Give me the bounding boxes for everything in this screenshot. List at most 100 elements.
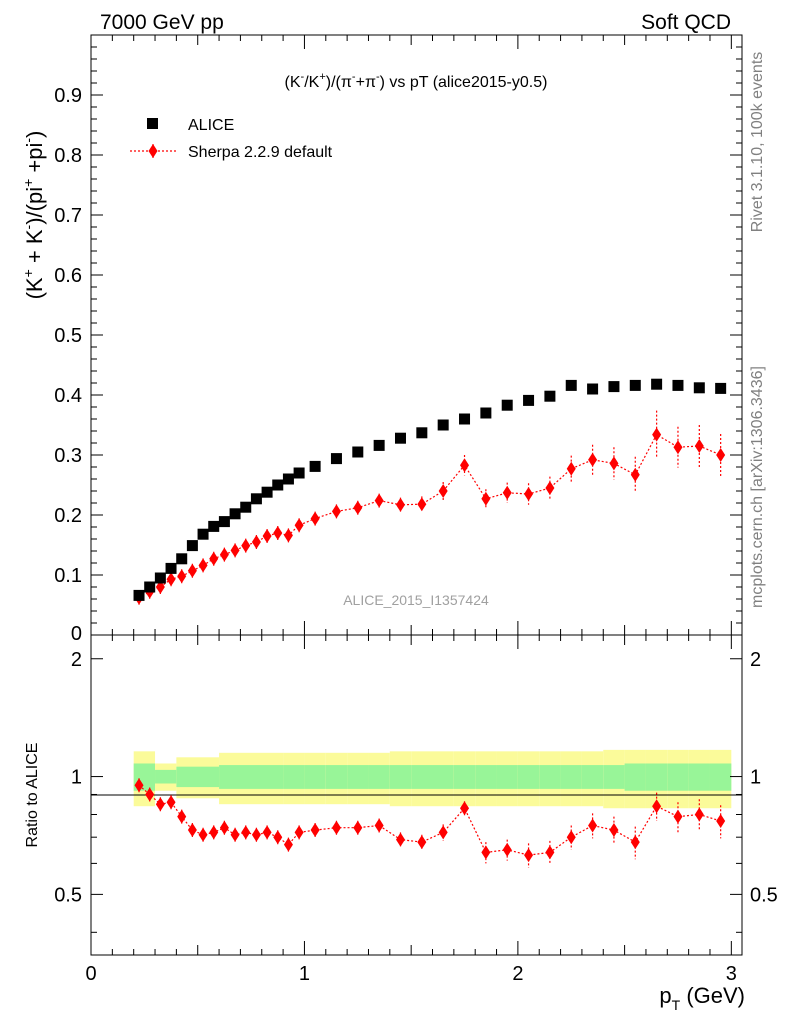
ratio-inner-band [155,769,177,784]
sherpa-point [209,551,219,566]
ratio-point [177,809,187,824]
ratio-inner-band [325,765,348,789]
alice-point [416,427,428,439]
ratio-point [166,795,176,810]
sherpa-point [262,529,272,543]
ratio-inner-band [475,765,497,789]
y-tick-label: 0.8 [54,145,82,167]
ratio-point [630,835,640,850]
sherpa-point [241,538,251,553]
sherpa-point [187,563,197,578]
ratio-point [524,848,534,863]
sherpa-point [460,458,470,473]
main-panel: 0.1 0.2 0.3 0.4 0.5 0.6 0.7 0.8 0.9 0 (K-/K+)/(π-… [20,34,743,645]
ratio-inner-band [496,765,518,789]
alice-point [229,508,241,520]
sherpa-point [177,569,187,584]
ratio-point [652,799,662,814]
sherpa-point [545,481,555,495]
alice-point [250,493,262,505]
ratio-y-ticks: 0.5 0.5 1 1 2 2 [54,649,778,933]
alice-point [523,394,535,406]
ratio-inner-band [709,763,732,791]
sherpa-point [502,485,512,500]
sherpa-point [524,487,534,501]
alice-point [373,439,385,451]
ratio-inner-band [645,763,668,791]
y-axis-label: (K+ + K-)/(pi+ +pi-) [20,131,47,300]
legend: ALICE Sherpa 2.2.9 default [130,117,333,161]
ratio-x-ticks: 0 1 2 3 [85,635,737,985]
alice-point [186,540,198,552]
ratio-point [417,835,427,850]
ratio-point [353,820,363,835]
ratio-point [460,801,470,816]
alice-point [154,572,166,584]
ratio-point [198,827,208,842]
sherpa-point [395,497,405,512]
y-tick-label: 0.1 [54,565,82,587]
sherpa-point [353,500,363,515]
y-tick-label: 0.6 [54,265,82,287]
ratio-point [230,827,240,842]
mcplots-label: mcplots.cern.ch [arXiv:1306.3436] [749,366,766,608]
y-tick-label: 0.4 [54,385,82,407]
alice-point [330,453,342,465]
ratio-inner-band [304,765,326,789]
ratio-y-tick-label-right: 2 [750,649,761,671]
ratio-point [155,797,165,812]
sherpa-point [230,543,240,558]
ratio-point [374,818,384,833]
sherpa-point [273,526,283,540]
ratio-inner-band [453,765,476,789]
alice-series [133,378,727,601]
legend-alice-label: ALICE [188,117,234,134]
x-tick-label: 1 [299,963,310,985]
ratio-y-tick-label-right: 1 [750,767,761,789]
alice-point [587,383,599,395]
ratio-point [294,825,304,840]
sherpa-point [481,491,491,506]
legend-sherpa-label: Sherpa 2.2.9 default [188,144,333,161]
sherpa-point [417,497,427,512]
alice-point [218,516,230,528]
alice-point [176,553,188,565]
sherpa-point [219,547,229,562]
ratio-inner-band [560,765,582,789]
ratio-point [219,820,229,835]
ratio-y-tick-label: 0.5 [54,884,82,906]
sherpa-point [251,535,261,549]
y-tick-label: 0.5 [54,325,82,347]
ratio-point [310,823,320,838]
ratio-inner-band [283,765,305,789]
sherpa-point [294,518,304,533]
ratio-point [395,832,405,847]
ratio-point [481,845,491,860]
alice-point [480,407,492,419]
alice-point [437,419,449,431]
ratio-point [502,842,512,857]
ratio-inner-band [176,766,220,788]
ratio-point [545,845,555,860]
alice-point [208,520,220,532]
alice-point [240,501,252,513]
sherpa-point [716,448,726,462]
legend-alice-marker [147,118,158,129]
sherpa-point [566,461,576,476]
sherpa-point [652,427,662,442]
ratio-point [566,830,576,845]
sherpa-point [331,504,341,519]
alice-point [608,381,620,393]
y-tick-label: 0.3 [54,445,82,467]
alice-point [165,562,177,574]
ratio-inner-band [432,765,454,789]
sherpa-point [673,440,683,455]
alice-point [394,432,406,444]
alice-point [672,379,684,391]
alice-point [261,486,273,498]
sherpa-point [374,493,384,508]
ratio-inner-band [219,765,284,789]
alice-point [282,473,294,485]
ratio-inner-band [667,763,689,791]
